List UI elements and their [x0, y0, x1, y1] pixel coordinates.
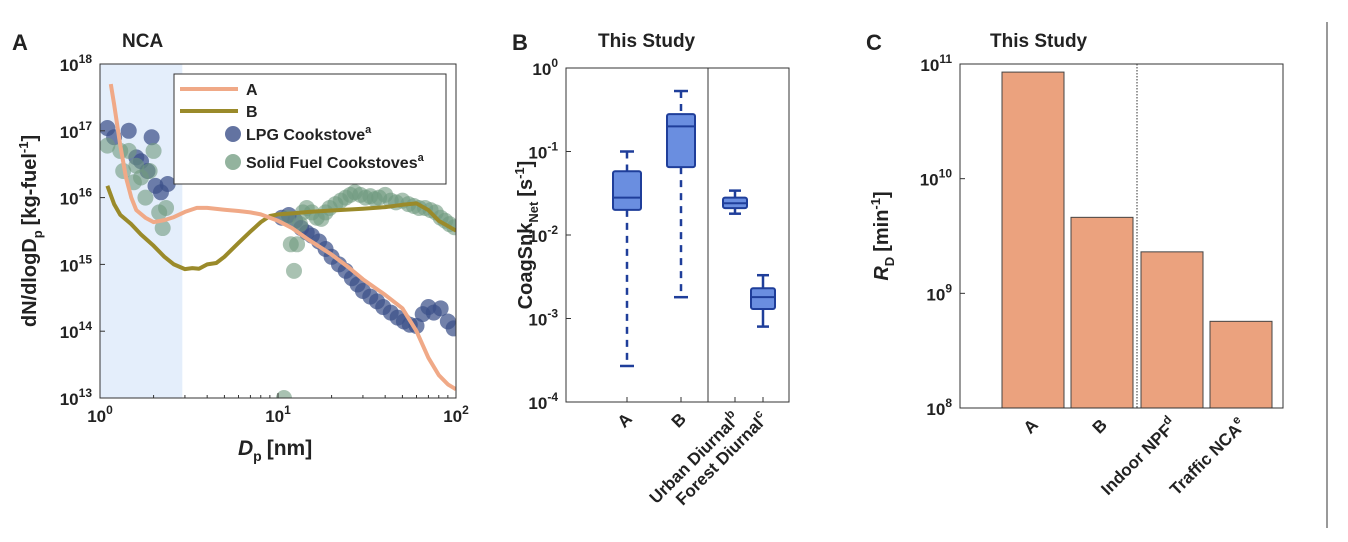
panel-a-letter: A: [12, 30, 28, 55]
solid-fuel-point: [158, 199, 175, 216]
solid-fuel-point: [289, 236, 306, 253]
bar: [1209, 320, 1273, 409]
lpg-point: [120, 122, 137, 139]
y-tick-label: 1015: [60, 252, 93, 275]
legend-swatch-lpg: [225, 126, 241, 142]
solid-fuel-point: [137, 189, 154, 206]
x-tick-label: 100: [87, 403, 113, 426]
solid-fuel-point: [275, 390, 292, 398]
bar: [1001, 71, 1065, 409]
lpg-point: [143, 129, 160, 146]
panel-a-ticks: 1013 1014 1015 1016 1017 1018 100 101 102: [60, 52, 469, 426]
y-tick-label: 109: [926, 281, 952, 304]
y-tick-label: 1014: [60, 319, 93, 342]
y-tick-label: 1011: [920, 52, 952, 75]
legend-label-a: A: [246, 82, 258, 99]
legend-box: [173, 73, 447, 185]
y-tick-label: 108: [926, 396, 952, 419]
panel-c-letter: C: [866, 30, 882, 55]
x-tick-label: 101: [265, 403, 291, 426]
lpg-point: [445, 320, 456, 337]
panel-b-title: This Study: [598, 31, 696, 52]
category-label: Traffic NCAe: [1163, 412, 1250, 499]
panel-a-ylabel: dN/dlogDp[kg-fuel-1]: [16, 135, 45, 327]
legend-label-b: B: [246, 104, 258, 121]
box-iqr: [750, 287, 776, 310]
panel-c-bars: [1001, 71, 1273, 409]
box-iqr: [666, 113, 696, 169]
solid-fuel-point: [145, 142, 162, 159]
y-tick-label: 10-2: [528, 223, 558, 246]
box-iqr: [612, 170, 642, 211]
panel-c-title: This Study: [990, 31, 1088, 52]
solid-fuel-point: [100, 137, 116, 154]
lpg-point: [432, 300, 449, 317]
y-tick-label: 1017: [60, 119, 93, 142]
panel-b-ylabel: CoagSnkNet[s-1]: [512, 161, 541, 310]
panel-a-legend: A B LPG Cookstovea Solid Fuel Cookstoves…: [173, 73, 447, 185]
panel-a-title: NCA: [122, 31, 163, 52]
y-tick-label: 1010: [920, 167, 953, 190]
panel-b-letter: B: [512, 30, 528, 55]
panel-c-ylabel: RD[min-1]: [868, 191, 897, 280]
y-tick-label: 1013: [60, 386, 93, 409]
solid-fuel-point: [154, 220, 171, 237]
series-a-line: [108, 83, 456, 392]
solid-fuel-point: [120, 142, 137, 159]
panel-b-boxes: [612, 89, 776, 368]
legend-label-solid: Solid Fuel Cookstovesa: [246, 152, 425, 172]
y-tick-label: 10-1: [528, 140, 558, 163]
category-label: A: [614, 409, 636, 431]
y-tick-label: 10-3: [528, 307, 558, 330]
bar: [1140, 251, 1204, 409]
y-tick-label: 10-4: [528, 390, 558, 413]
lpg-point: [159, 175, 176, 192]
category-label: A: [1020, 415, 1042, 437]
legend-swatch-solid: [225, 154, 241, 170]
panel-a-xlabel: Dp [nm]: [238, 437, 312, 464]
bar: [1070, 216, 1134, 409]
category-label: B: [668, 409, 690, 431]
solid-fuel-point: [141, 163, 158, 180]
y-tick-label: 1018: [60, 52, 93, 75]
y-tick-label: 1016: [60, 186, 93, 209]
series-b-line: [105, 185, 456, 272]
legend-label-lpg: LPG Cookstovea: [246, 124, 372, 144]
panel-c-frame: [959, 63, 1284, 409]
solid-fuel-point: [286, 262, 303, 279]
x-tick-label: 102: [443, 403, 469, 426]
y-tick-label: 100: [532, 56, 558, 79]
panel-a-series: [100, 83, 456, 398]
category-label: B: [1089, 415, 1111, 437]
